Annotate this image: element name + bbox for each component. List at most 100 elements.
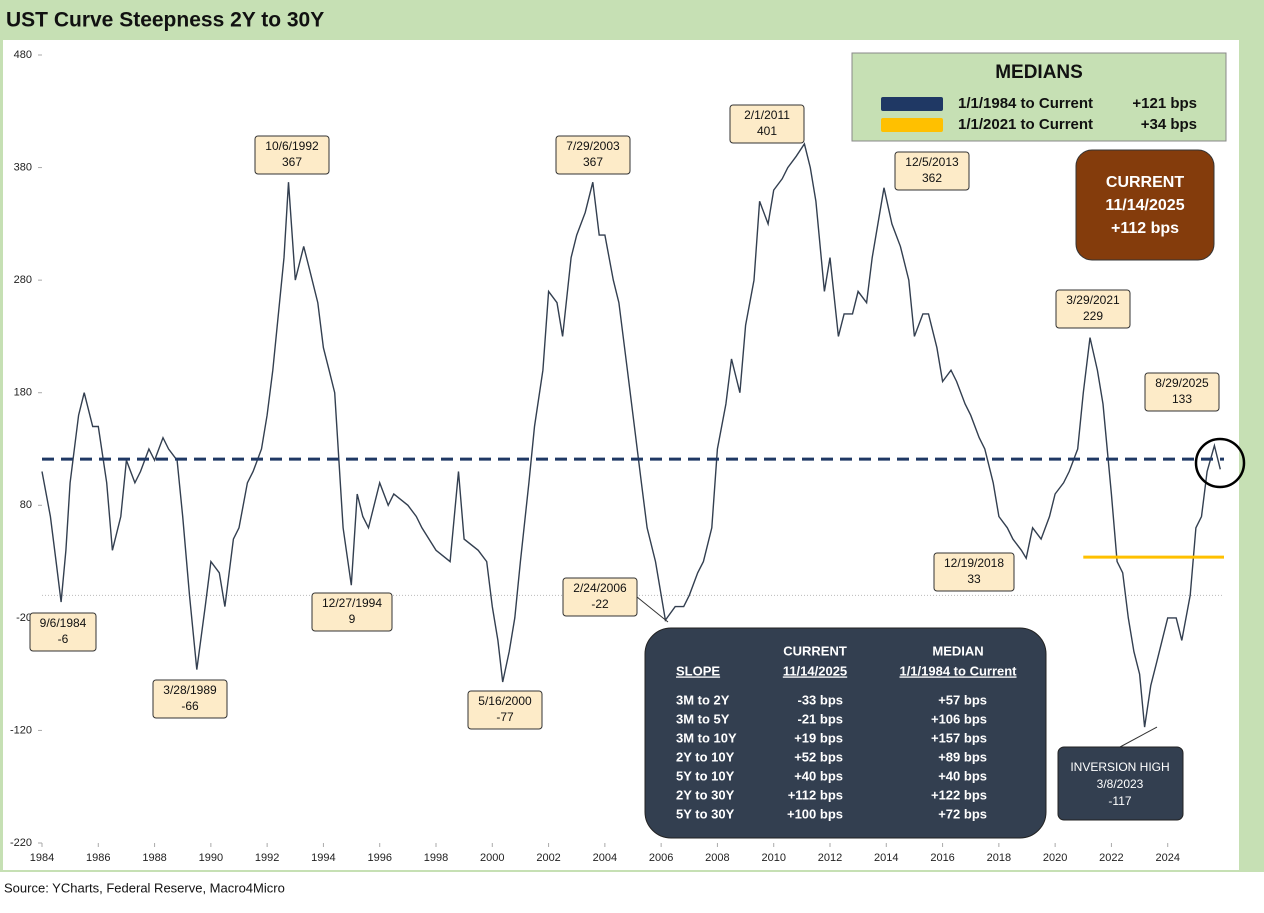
annotation-value: 367 [583, 155, 603, 169]
x-tick-label: 2012 [818, 852, 842, 864]
annotation-date: 5/16/2000 [478, 694, 532, 708]
x-tick-label: 1990 [199, 852, 223, 864]
table-cell: 3M to 2Y [676, 692, 730, 707]
legend-value: +34 bps [1141, 116, 1197, 133]
annotation-date: 2/1/2011 [744, 108, 790, 122]
inversion-date: 3/8/2023 [1097, 777, 1144, 791]
table-cell: 5Y to 10Y [676, 768, 735, 783]
annotation-date: 8/29/2025 [1155, 376, 1209, 390]
table-cell: +122 bps [931, 787, 987, 802]
annotation-box [933, 552, 1015, 592]
y-tick-label: 180 [14, 387, 32, 399]
pointer [636, 596, 669, 623]
table-cell: 2Y to 10Y [676, 749, 735, 764]
annotation-date: 9/6/1984 [40, 616, 87, 630]
table-cell: +57 bps [938, 692, 987, 707]
annotation-value: -22 [591, 597, 609, 611]
legend-title: MEDIANS [995, 62, 1083, 83]
annotation-box [1055, 289, 1131, 329]
annotation-box [311, 592, 393, 632]
current-box [1075, 149, 1215, 261]
table-cell: +100 bps [787, 806, 843, 821]
x-tick-label: 1994 [311, 852, 335, 864]
table-cell: 3M to 10Y [676, 730, 737, 745]
x-tick-label: 1992 [255, 852, 279, 864]
table-cell: 3M to 5Y [676, 711, 730, 726]
inversion-value: -117 [1108, 794, 1131, 808]
x-tick-label: 2006 [649, 852, 673, 864]
table-header: 1/1/1984 to Current [899, 663, 1017, 678]
table-header: CURRENT [783, 643, 847, 658]
inversion-box [1057, 746, 1184, 821]
x-tick-label: 1996 [367, 852, 391, 864]
annotation-date: 10/6/1992 [265, 139, 319, 153]
table-cell: +106 bps [931, 711, 987, 726]
annotation-date: 12/5/2013 [905, 155, 959, 169]
legend-swatch [881, 118, 943, 132]
x-tick-label: 1988 [142, 852, 166, 864]
x-tick-label: 2014 [874, 852, 898, 864]
table-cell: +157 bps [931, 730, 987, 745]
current-date: 11/14/2025 [1105, 197, 1184, 214]
y-tick-label: 380 [14, 161, 32, 173]
annotation-date: 7/29/2003 [566, 139, 620, 153]
annotation-value: -6 [58, 632, 69, 646]
inversion-title: INVERSION HIGH [1070, 760, 1169, 774]
y-tick-label: 80 [20, 499, 32, 511]
table-header: MEDIAN [932, 643, 983, 658]
annotation-date: 12/27/1994 [322, 596, 382, 610]
annotation-value: 362 [922, 171, 942, 185]
annotation-value: 9 [349, 612, 356, 626]
x-tick-label: 1986 [86, 852, 110, 864]
table-cell: 2Y to 30Y [676, 787, 735, 802]
annotation-value: 33 [967, 572, 981, 586]
table-cell: +112 bps [788, 787, 843, 802]
annotation-date: 3/29/2021 [1066, 293, 1120, 307]
table-cell: +89 bps [938, 749, 987, 764]
x-tick-label: 2008 [705, 852, 729, 864]
annotation-box [29, 612, 97, 652]
legend-label: 1/1/1984 to Current [958, 95, 1093, 112]
x-tick-label: 2018 [987, 852, 1011, 864]
table-cell: +19 bps [794, 730, 843, 745]
chart-title: UST Curve Steepness 2Y to 30Y [6, 9, 324, 32]
annotation-value: 133 [1172, 392, 1192, 406]
x-tick-label: 2016 [930, 852, 954, 864]
y-tick-label: 280 [14, 274, 32, 286]
annotation-box [152, 679, 228, 719]
annotation-box [254, 135, 330, 175]
annotation-box [729, 104, 805, 144]
x-tick-label: 2010 [761, 852, 785, 864]
legend-value: +121 bps [1132, 95, 1197, 112]
current-text: +112 bps [1111, 220, 1179, 237]
annotation-value: 367 [282, 155, 302, 169]
table-cell: -21 bps [797, 711, 843, 726]
y-tick-label: -220 [10, 837, 32, 849]
annotation-value: -77 [496, 710, 514, 724]
pointer [1119, 726, 1158, 748]
table-cell: +40 bps [938, 768, 987, 783]
table-cell: 5Y to 30Y [676, 806, 735, 821]
legend-swatch [881, 97, 943, 111]
x-tick-label: 2000 [480, 852, 504, 864]
source: Source: YCharts, Federal Reserve, Macro4… [4, 880, 285, 895]
x-tick-label: 2024 [1155, 852, 1179, 864]
x-tick-label: 2002 [536, 852, 560, 864]
annotation-value: 401 [757, 124, 777, 138]
annotation-date: 3/28/1989 [163, 683, 217, 697]
table-cell: +40 bps [794, 768, 843, 783]
current-title: CURRENT [1106, 174, 1184, 191]
annotation-box [1144, 372, 1220, 412]
x-tick-label: 2004 [593, 852, 617, 864]
y-tick-label: -20 [16, 612, 32, 624]
legend-label: 1/1/2021 to Current [958, 116, 1093, 133]
x-tick-label: 2022 [1099, 852, 1123, 864]
y-tick-label: -120 [10, 724, 32, 736]
annotation-value: -66 [181, 699, 199, 713]
annotation-value: 229 [1083, 309, 1103, 323]
annotation-date: 2/24/2006 [573, 581, 627, 595]
annotation-box [894, 151, 970, 191]
current-marker [1194, 437, 1246, 489]
x-tick-label: 1998 [424, 852, 448, 864]
